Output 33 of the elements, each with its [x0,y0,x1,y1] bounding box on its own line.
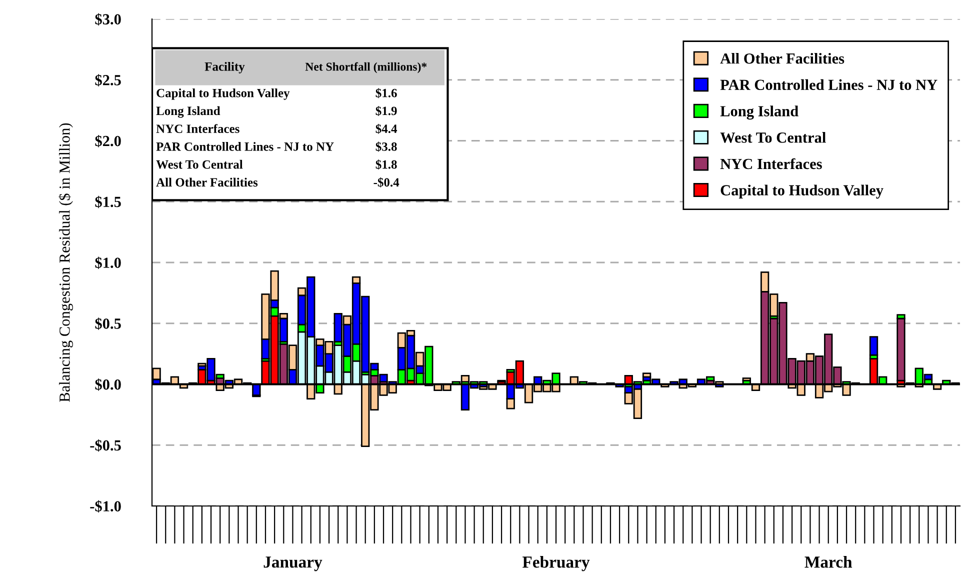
legend-label: PAR Controlled Lines - NJ to NY [720,79,938,90]
y-tick-label: $3.0 [95,13,121,26]
x-tick-label: March [804,556,852,568]
y-tick-label: $1.5 [95,196,121,208]
annotation: -$0.4 [374,177,400,188]
y-tick-label: -$1.0 [90,500,121,512]
y-tick-label: $1.0 [95,256,121,269]
annotation: West To Central [156,160,243,169]
annotation: Capital to Hudson Valley [156,88,290,100]
legend-label: Long Island [720,106,798,120]
y-tick-label: $2.5 [95,74,121,86]
annotation: PAR Controlled Lines - NJ to NY [156,142,334,151]
legend-label: Capital to Hudson Valley [720,184,884,199]
annotation: NYC Interfaces [156,124,240,134]
y-axis-title: Balancing Congestion Residual ($ in Million) [58,123,73,402]
x-tick-label: January [264,556,322,572]
legend-label: NYC Interfaces [720,158,822,170]
annotation: Facility [204,62,245,74]
y-tick-label: $0.0 [95,378,121,391]
annotation: $1.8 [376,160,397,170]
legend-label: West To Central [720,132,826,143]
y-tick-label: $0.5 [95,318,121,330]
y-tick-label: -$0.5 [90,439,121,452]
annotation: Net Shortfall (millions)* [305,62,427,74]
annotation: $1.6 [376,88,397,98]
x-tick-label: February [522,556,590,572]
annotation: $1.9 [376,106,397,116]
legend-label: All Other Facilities [720,52,844,64]
annotation: $3.8 [376,142,397,152]
annotation: $4.4 [376,124,398,134]
annotation: Long Island [156,106,220,118]
y-tick-label: $2.0 [95,134,121,148]
annotation: All Other Facilities [156,178,258,187]
